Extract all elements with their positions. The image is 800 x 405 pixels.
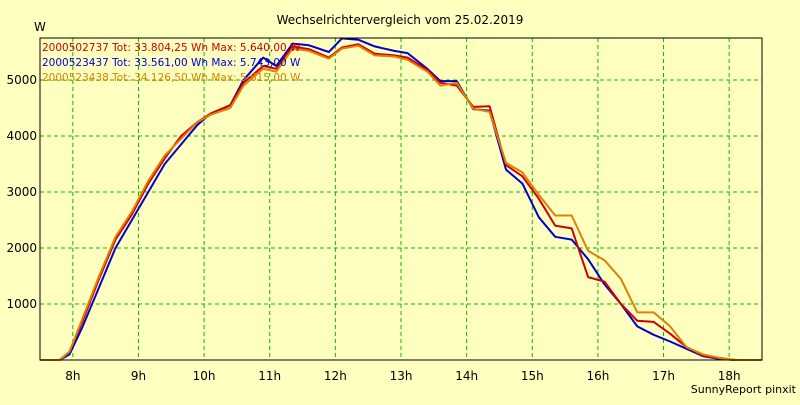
series-layer <box>40 37 762 361</box>
x-tick-label: 15h <box>521 369 544 383</box>
x-tick-label: 11h <box>258 369 281 383</box>
x-tick-label: 17h <box>652 369 675 383</box>
x-tick-label: 13h <box>390 369 413 383</box>
legend-entry-2: 2000523438 Tot: 34.126,50 Wh Max: 5.615,… <box>42 72 301 84</box>
axis-ticks: 8h 9h 10h 11h 12h 13h 14h 15h 16h 17h 18h 1000 2000 3… <box>6 73 740 383</box>
x-tick-label: 14h <box>455 369 478 383</box>
y-tick-label: 2000 <box>6 241 37 255</box>
y-axis-unit-label: W <box>34 20 46 34</box>
y-tick-label: 1000 <box>6 297 37 311</box>
series-line-1 <box>40 37 762 361</box>
x-tick-label: 12h <box>324 369 347 383</box>
x-tick-label: 10h <box>193 369 216 383</box>
series-line-2 <box>40 44 762 361</box>
series-line-0 <box>40 43 762 361</box>
legend: 2000502737 Tot: 33.804,25 Wh Max: 5.640,… <box>42 42 301 84</box>
x-tick-label: 18h <box>718 369 741 383</box>
y-tick-label: 4000 <box>6 129 37 143</box>
y-tick-label: 3000 <box>6 185 37 199</box>
grid <box>40 38 762 360</box>
chart-title: Wechselrichtervergleich vom 25.02.2019 <box>277 13 524 27</box>
footer-credit: SunnyReport pinxit <box>691 383 797 396</box>
x-tick-label: 8h <box>65 369 80 383</box>
legend-entry-0: 2000502737 Tot: 33.804,25 Wh Max: 5.640,… <box>42 42 301 54</box>
plot-area-frame <box>39 37 763 361</box>
y-tick-label: 5000 <box>6 73 37 87</box>
x-tick-label: 9h <box>131 369 146 383</box>
legend-entry-1: 2000523437 Tot: 33.561,00 Wh Max: 5.743,… <box>42 57 301 69</box>
x-tick-label: 16h <box>586 369 609 383</box>
